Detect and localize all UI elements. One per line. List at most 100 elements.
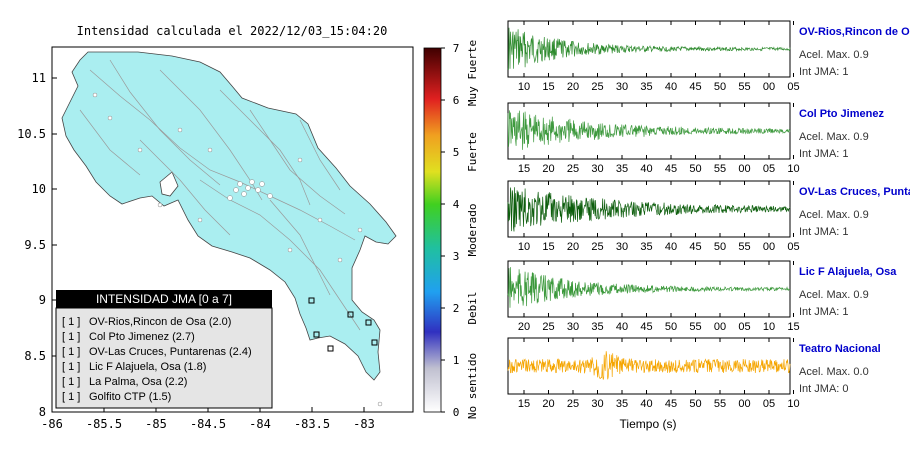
waveform-x-tick: 45 bbox=[689, 81, 701, 93]
station-jma: Int JMA: 1 bbox=[799, 306, 849, 318]
waveform-x-tick: 45 bbox=[640, 321, 652, 333]
colorbar-category: Moderado bbox=[466, 204, 479, 257]
waveform-x-tick: 10 bbox=[518, 241, 530, 253]
waveform-x-tick: 00 bbox=[714, 321, 726, 333]
map-x-tick: -86 bbox=[41, 417, 63, 431]
map-legend: INTENSIDAD JMA [0 a 7] [ 1 ] OV-Rios,Rinc… bbox=[55, 290, 273, 409]
time-axis-label: Tiempo (s) bbox=[620, 417, 677, 431]
map-x-tick: -84 bbox=[249, 417, 271, 431]
waveform-trace bbox=[507, 351, 791, 380]
waveform-x-tick: 15 bbox=[518, 398, 530, 410]
waveform-trace bbox=[507, 267, 791, 308]
map-y-tick: 9.5 bbox=[24, 238, 46, 252]
waveform-x-tick: 30 bbox=[616, 241, 628, 253]
map-y-tick: 10.5 bbox=[17, 127, 46, 141]
waveform-x-tick: 05 bbox=[763, 398, 775, 410]
map-x-tick: -84.5 bbox=[190, 417, 226, 431]
waveform-x-tick: 30 bbox=[616, 81, 628, 93]
waveform-x-tick: 20 bbox=[567, 81, 579, 93]
waveform-x-tick: 00 bbox=[738, 398, 750, 410]
waveform-x-tick: 50 bbox=[689, 398, 701, 410]
waveform-x-tick: 20 bbox=[518, 321, 530, 333]
waveform-x-tick: 40 bbox=[640, 398, 652, 410]
legend-item-level: [ 1 ] bbox=[62, 361, 80, 373]
waveform-x-tick: 35 bbox=[616, 398, 628, 410]
station-name: Col Pto Jimenez bbox=[799, 108, 884, 120]
map-x-tick: -85 bbox=[145, 417, 167, 431]
waveform-x-tick: 15 bbox=[787, 321, 799, 333]
waveform-x-tick: 40 bbox=[616, 321, 628, 333]
legend-item-name: Lic F Alajuela, Osa (1.8) bbox=[89, 361, 206, 373]
colorbar-category: Debil bbox=[466, 291, 479, 324]
station-markers bbox=[308, 297, 378, 352]
waveform-panel: 10 15 20 25 30 35 40 45 50 55 00 05 OV-Rios,Rincon d… bbox=[507, 20, 910, 93]
legend-item-level: [ 1 ] bbox=[62, 391, 80, 403]
station-jma: Int JMA: 0 bbox=[799, 383, 849, 395]
waveform-trace bbox=[507, 110, 791, 150]
waveform-x-tick: 25 bbox=[567, 163, 579, 175]
station-jma: Int JMA: 1 bbox=[799, 148, 849, 160]
legend-item-name: Golfito CTP (1.5) bbox=[89, 391, 171, 403]
waveform-x-tick: 25 bbox=[567, 398, 579, 410]
station-accel: Acel. Max. 0.9 bbox=[799, 209, 869, 221]
colorbar-category: Muy Fuerte bbox=[466, 40, 479, 106]
colorbar-tick: 5 bbox=[453, 146, 460, 159]
waveform-x-tick: 05 bbox=[763, 163, 775, 175]
waveform-x-tick: 05 bbox=[738, 321, 750, 333]
legend-item-level: [ 1 ] bbox=[62, 331, 80, 343]
waveform-x-tick: 10 bbox=[763, 321, 775, 333]
colorbar-tick: 7 bbox=[453, 42, 460, 55]
map-x-tick: -83.5 bbox=[294, 417, 330, 431]
colorbar-tick: 4 bbox=[453, 198, 460, 211]
waveform-x-tick: 20 bbox=[542, 163, 554, 175]
waveform-x-tick: 55 bbox=[738, 241, 750, 253]
waveform-x-tick: 15 bbox=[518, 163, 530, 175]
waveform-panel: 15 20 25 30 35 40 45 50 55 00 05 10 Teatro Nacional A… bbox=[507, 337, 881, 410]
waveform-x-tick: 40 bbox=[640, 163, 652, 175]
waveform-panel: 15 20 25 30 35 40 45 50 55 00 05 10 Col Pto Jimenez A… bbox=[507, 102, 884, 175]
waveform-x-tick: 40 bbox=[665, 241, 677, 253]
waveform-x-tick: 50 bbox=[714, 81, 726, 93]
station-jma: Int JMA: 1 bbox=[799, 66, 849, 78]
waveform-x-tick: 10 bbox=[787, 163, 799, 175]
map-y-tick: 8 bbox=[39, 405, 46, 419]
waveform-x-tick: 50 bbox=[665, 321, 677, 333]
colorbar-tick: 6 bbox=[453, 94, 460, 107]
waveform-x-tick: 50 bbox=[714, 241, 726, 253]
waveform-x-tick: 35 bbox=[591, 321, 603, 333]
colorbar-tick: 2 bbox=[453, 302, 460, 315]
waveform-x-tick: 25 bbox=[591, 241, 603, 253]
waveform-x-tick: 15 bbox=[542, 241, 554, 253]
station-name: Lic F Alajuela, Osa bbox=[799, 266, 897, 278]
map-y-axis: 11 10.5 10 9.5 9 8.5 8 bbox=[17, 71, 57, 419]
station-jma: Int JMA: 1 bbox=[799, 226, 849, 238]
waveform-x-tick: 55 bbox=[714, 163, 726, 175]
waveform-x-tick: 25 bbox=[591, 81, 603, 93]
station-name: OV-Rios,Rincon de Osa bbox=[799, 26, 910, 38]
waveform-panel: 10 15 20 25 30 35 40 45 50 55 00 05 OV-Las Cruces, P… bbox=[507, 180, 910, 253]
waveform-x-tick: 10 bbox=[518, 81, 530, 93]
colorbar-tick: 3 bbox=[453, 250, 460, 263]
station-name: Teatro Nacional bbox=[799, 343, 881, 355]
waveform-x-tick: 10 bbox=[787, 398, 799, 410]
waveform-x-tick: 45 bbox=[689, 241, 701, 253]
waveform-x-tick: 55 bbox=[689, 321, 701, 333]
station-accel: Acel. Max. 0.0 bbox=[799, 366, 869, 378]
waveform-x-tick: 00 bbox=[763, 241, 775, 253]
waveform-x-tick: 30 bbox=[591, 398, 603, 410]
station-accel: Acel. Max. 0.9 bbox=[799, 131, 869, 143]
legend-item-level: [ 1 ] bbox=[62, 316, 80, 328]
legend-item-level: [ 1 ] bbox=[62, 346, 80, 358]
map-title: Intensidad calculada el 2022/12/03_15:04… bbox=[77, 24, 388, 38]
station-dots bbox=[92, 92, 383, 407]
map-y-tick: 10 bbox=[32, 182, 46, 196]
map-y-tick: 9 bbox=[39, 293, 46, 307]
station-name: OV-Las Cruces, Puntarenas bbox=[799, 186, 910, 198]
colorbar-tick: 0 bbox=[453, 406, 460, 419]
map-x-tick: -83 bbox=[353, 417, 375, 431]
map-y-tick: 8.5 bbox=[24, 349, 46, 363]
waveform-x-tick: 00 bbox=[738, 163, 750, 175]
map-y-tick: 11 bbox=[32, 71, 46, 85]
waveform-x-tick: 15 bbox=[542, 81, 554, 93]
